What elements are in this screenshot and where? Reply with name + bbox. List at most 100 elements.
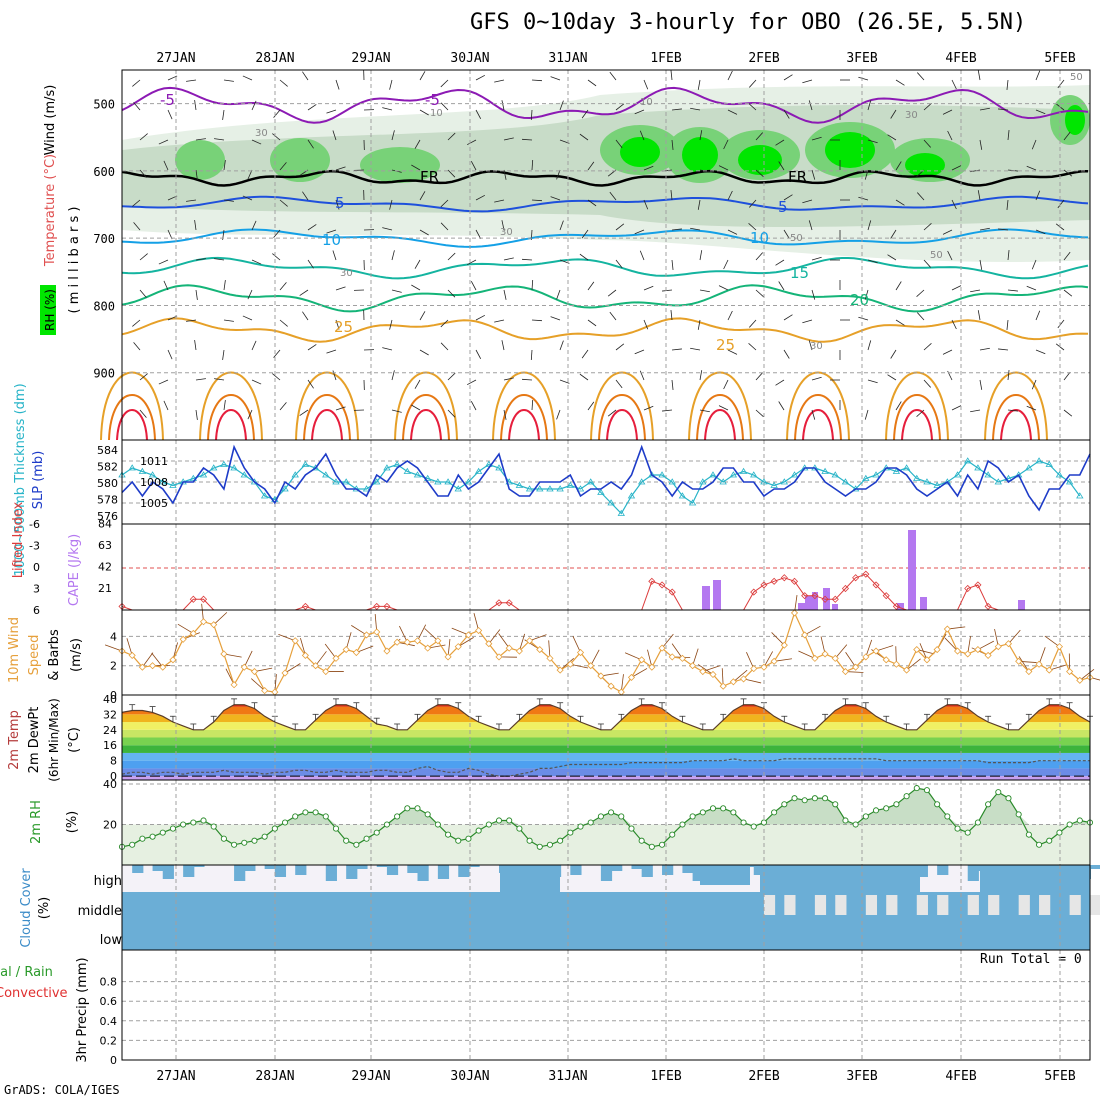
- thickness-marker: [913, 474, 921, 481]
- thickness-marker: [790, 471, 799, 478]
- wind-speed-marker: [189, 629, 197, 638]
- thickness-marker: [138, 467, 147, 474]
- wind-speed-marker: [291, 637, 299, 645]
- wind-speed-marker: [943, 625, 951, 633]
- thickness-marker: [1025, 464, 1033, 471]
- thickness-marker: [953, 471, 962, 478]
- isotherm-30-loop: [893, 394, 941, 441]
- wind-barb: [1031, 259, 1037, 270]
- wind-barb: [251, 100, 257, 111]
- rh-marker: [495, 817, 503, 824]
- thickness-marker: [536, 485, 544, 492]
- cloud-high-block: [500, 865, 560, 892]
- wind-barb: [559, 100, 564, 111]
- wind-speed-marker: [301, 651, 309, 659]
- thickness-marker: [159, 478, 167, 485]
- wind-barb: [242, 315, 253, 321]
- temp-color-band: [122, 737, 1090, 746]
- wind-barb: [1057, 199, 1065, 209]
- wind-barb: [755, 169, 764, 177]
- wind-barb: [335, 79, 340, 90]
- rh-marker: [832, 801, 839, 808]
- wind-speed-marker: [811, 654, 819, 662]
- wind-speed-marker: [179, 635, 187, 643]
- temp-tick-label: 24: [103, 724, 117, 737]
- thickness-tick-label: 580: [97, 477, 118, 490]
- wind-barb: [858, 316, 869, 321]
- wind-barb: [864, 289, 869, 300]
- rh-marker: [1056, 829, 1063, 836]
- wind-barb: [864, 409, 869, 420]
- cloud-mid-gap: [814, 895, 827, 915]
- wind-barb: [979, 139, 983, 150]
- rh-marker: [180, 821, 187, 828]
- cloud-high-cell: [183, 865, 195, 877]
- temp-tick-label: 8: [110, 755, 117, 768]
- rh-marker: [159, 829, 166, 836]
- thickness-marker: [485, 460, 493, 467]
- isotherm-label: FR: [420, 168, 439, 186]
- wind-barb: [440, 199, 449, 208]
- thickness-marker: [220, 460, 228, 467]
- rh-marker: [750, 823, 757, 830]
- wind-barb: [887, 134, 897, 141]
- thickness-marker: [637, 478, 646, 485]
- precip-tick-label: 0.8: [100, 976, 118, 989]
- thickness-marker: [780, 478, 789, 485]
- ylabel-wind: Wind (m/s): [43, 85, 58, 156]
- wind-barb: [947, 130, 953, 141]
- temp-color-band: [122, 695, 1090, 699]
- thickness-marker: [311, 464, 320, 471]
- pressure-tick-label: 900: [93, 367, 115, 381]
- cape-bar: [798, 603, 805, 610]
- rh-marker: [220, 835, 227, 842]
- wind-barb: [811, 376, 822, 381]
- cape-bar: [713, 580, 721, 610]
- wind-speed-marker: [841, 667, 850, 676]
- wind-barb: [167, 75, 178, 81]
- thickness-marker: [872, 471, 880, 478]
- rh-marker: [353, 841, 360, 848]
- wind-speed-marker: [801, 631, 809, 639]
- wind-barb: [581, 109, 589, 119]
- wind-barb: [139, 169, 147, 178]
- thickness-marker: [1065, 478, 1074, 485]
- rh-marker: [709, 805, 717, 812]
- wind-barb: [1063, 251, 1071, 261]
- wind-speed-marker: [1015, 657, 1023, 665]
- wind-barb: [697, 319, 701, 330]
- wind-barb: [307, 379, 314, 389]
- wind-barb: [494, 319, 505, 323]
- isotherm-35-loop: [802, 409, 834, 441]
- thickness-marker: [423, 474, 432, 481]
- rh-marker: [893, 801, 900, 808]
- rh-contour-label: 30: [905, 110, 918, 121]
- wind-barb: [718, 285, 729, 291]
- wind-speed-marker: [261, 687, 269, 695]
- wind-speed-marker: [464, 631, 473, 639]
- wind-barb: [186, 319, 197, 322]
- wind-barb: [951, 319, 957, 330]
- wind-speed-marker: [689, 662, 697, 670]
- wind-barb: [447, 409, 456, 418]
- thickness-marker: [1014, 471, 1023, 478]
- wind-speed-marker: [1025, 667, 1033, 676]
- thickness-tick-label: 578: [97, 494, 118, 507]
- li-marker: [984, 602, 992, 610]
- li-marker: [770, 577, 778, 585]
- surface-wind-barb: [1049, 664, 1067, 671]
- rh-marker: [445, 831, 452, 838]
- surface-wind-barb: [315, 651, 327, 666]
- wind-speed-marker: [475, 626, 483, 635]
- grads-credit: GrADS: COLA/IGES: [4, 1083, 120, 1097]
- thickness-marker: [434, 478, 442, 485]
- cape-bar: [908, 530, 916, 610]
- surface-wind-barb: [251, 678, 265, 691]
- wind-barb: [802, 79, 813, 84]
- wind-speed-marker: [994, 643, 1002, 651]
- wind-barb: [671, 108, 682, 111]
- surface-wind-barb: [278, 633, 296, 642]
- isotherm-30-loop: [402, 394, 450, 441]
- wind-barb: [139, 253, 148, 261]
- thickness-marker: [291, 471, 299, 478]
